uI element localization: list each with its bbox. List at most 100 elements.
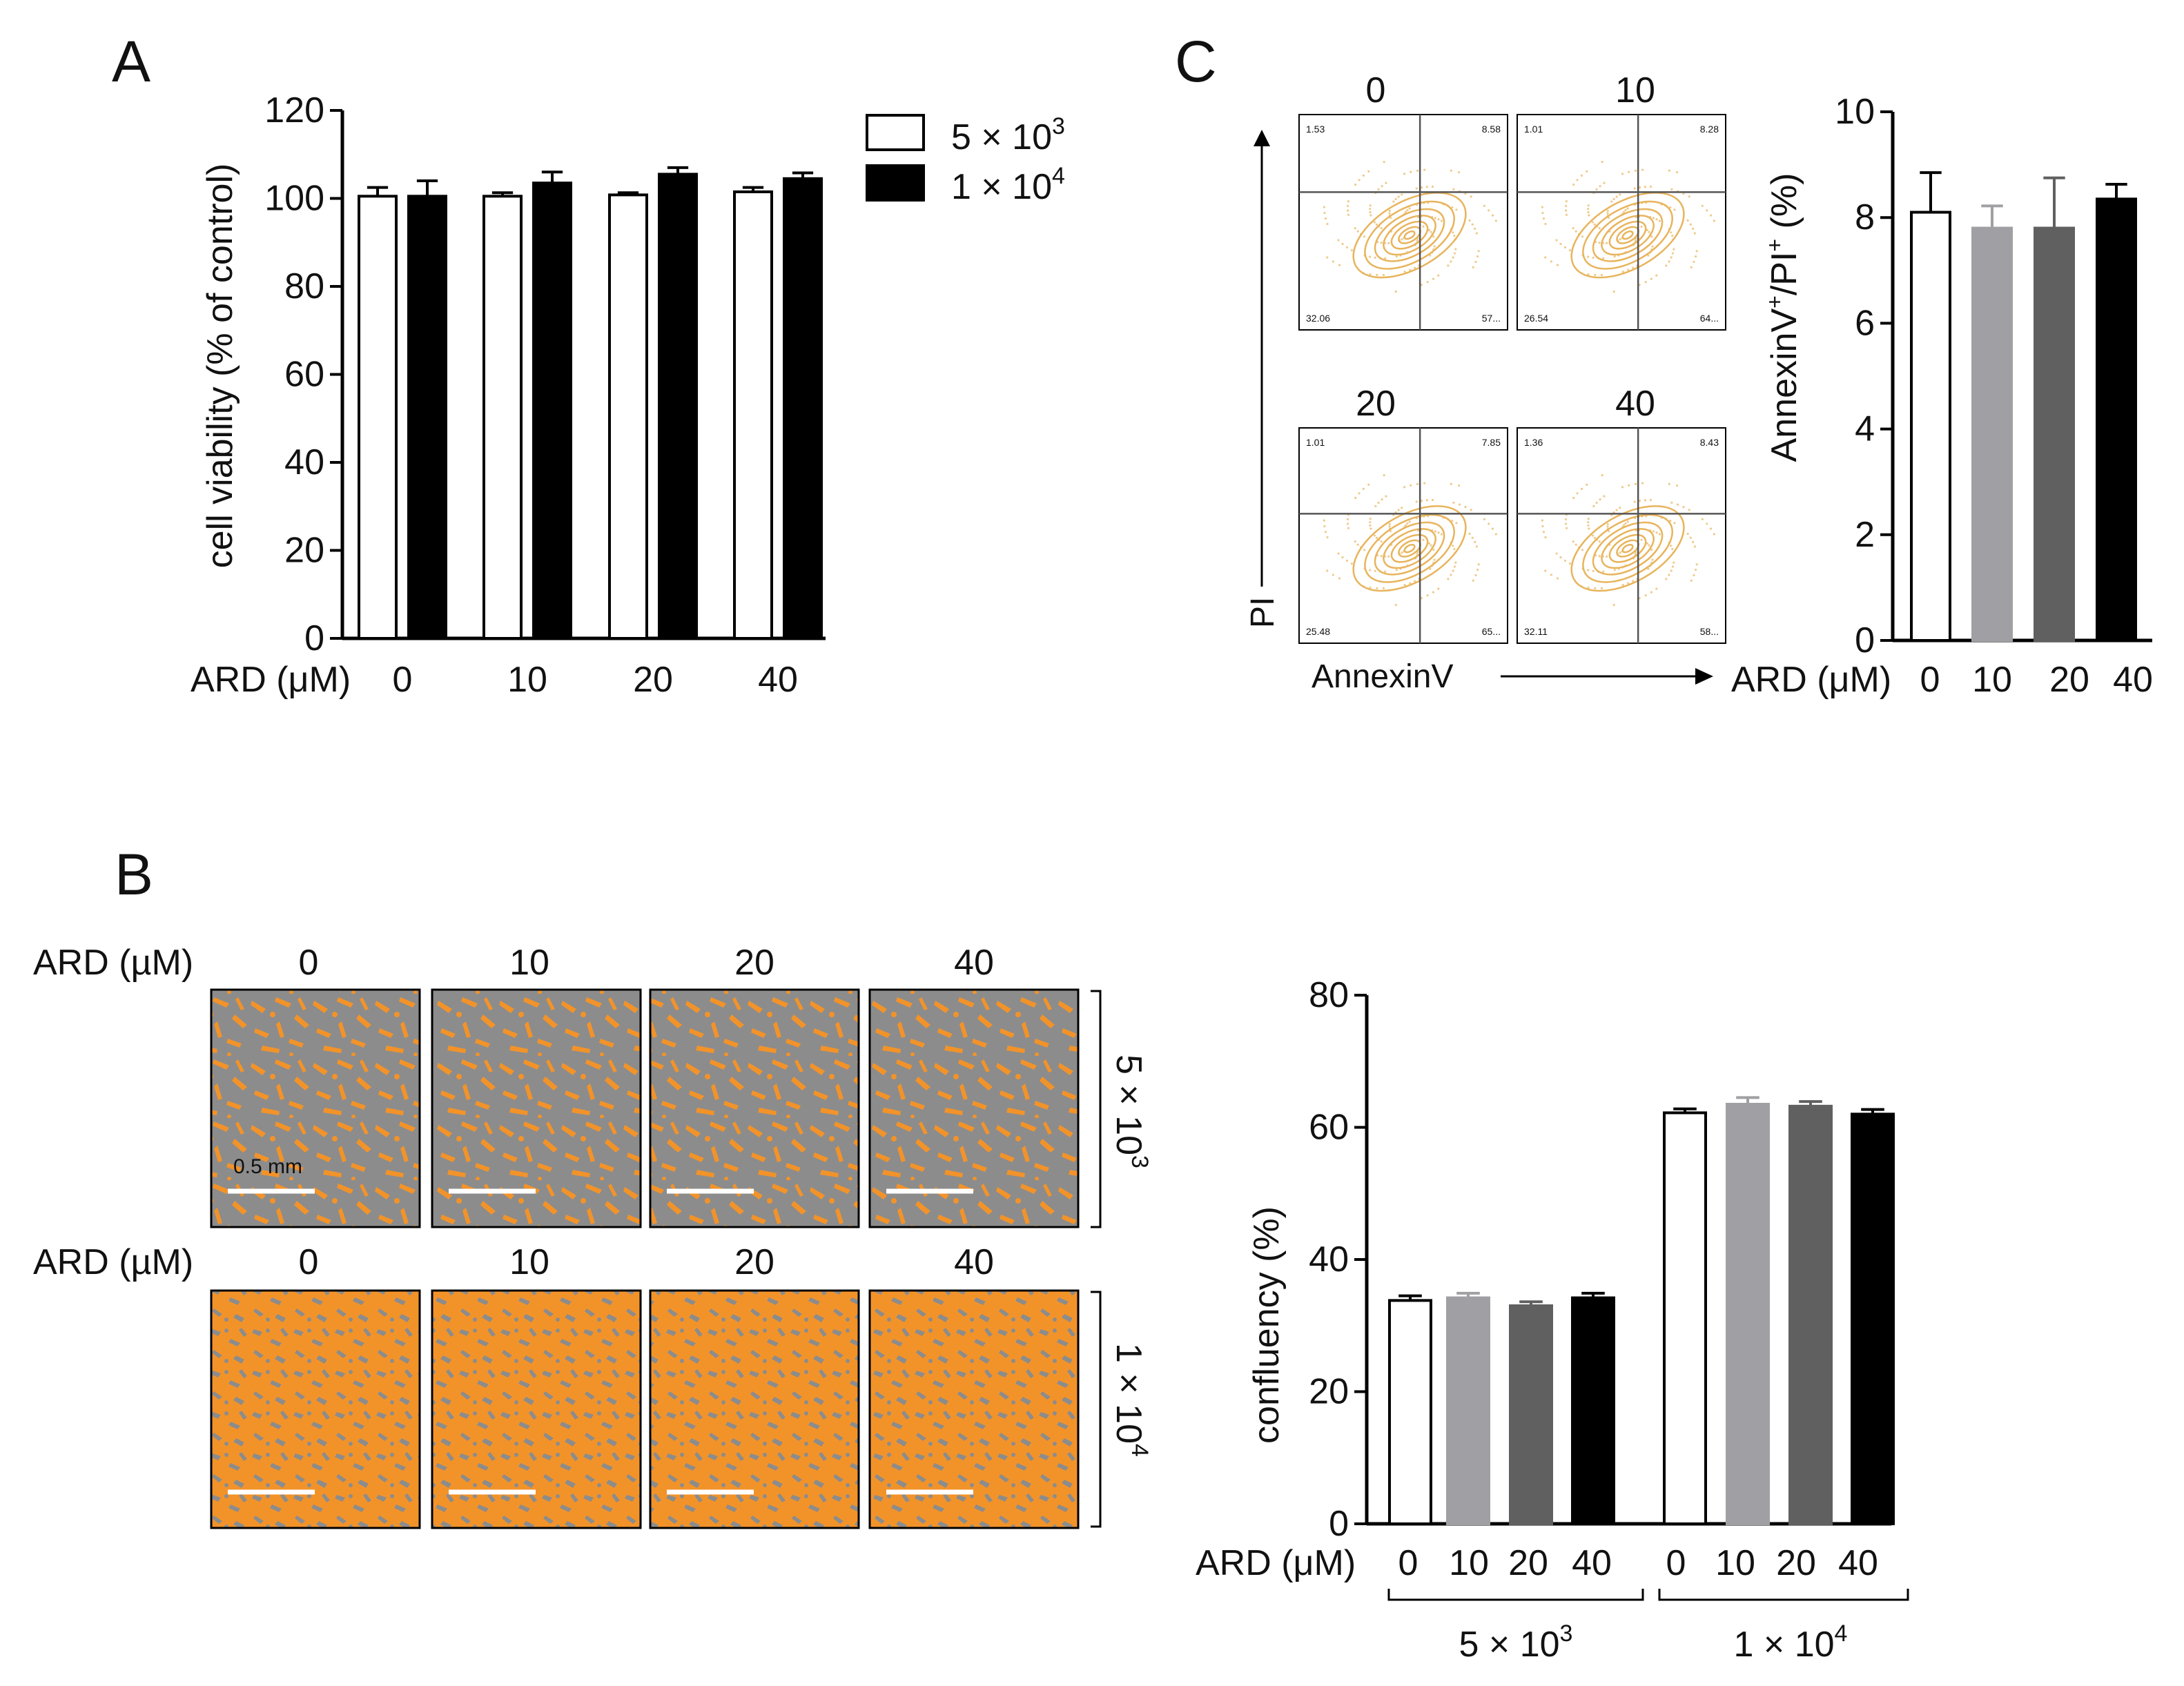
flow-event-dot <box>1634 482 1637 485</box>
flow-event-dot <box>1401 507 1403 509</box>
chart-b-group-label-1e4: 1 × 104 <box>1734 1620 1848 1665</box>
flow-event-dot <box>1468 532 1471 536</box>
chart-b-group-label-5e3: 5 × 103 <box>1459 1620 1573 1665</box>
flow-event-dot <box>1686 532 1689 536</box>
flow-event-dot <box>1488 522 1490 525</box>
flow-event-dot <box>1337 239 1340 242</box>
chart-a-y-tick-label: 0 <box>304 618 324 658</box>
flow-event-dot <box>1376 587 1378 589</box>
flow-event-dot <box>1464 193 1467 195</box>
flow-event-dot <box>1598 540 1601 543</box>
flow-plot-frame <box>1298 427 1508 644</box>
chart-a-bar-1e4-0 <box>407 195 447 640</box>
images-row2-column-label: 20 <box>734 1242 774 1282</box>
flow-event-dot <box>1598 555 1601 558</box>
flow-event-dot <box>1550 260 1552 263</box>
images-row1-density-label: 5 × 103 <box>1109 1055 1153 1168</box>
chart-a-y-tick-label: 40 <box>284 442 324 482</box>
flow-event-dot <box>1429 567 1432 570</box>
flow-event-dot <box>1385 495 1387 498</box>
flow-event-dot <box>1397 195 1400 198</box>
images-row2-column-label: 10 <box>509 1242 549 1282</box>
flow-event-dot <box>1701 204 1704 207</box>
flow-event-dot <box>1592 569 1595 573</box>
flow-event-dot <box>1651 245 1654 248</box>
flow-event-dot <box>1387 242 1390 244</box>
flow-event-dot <box>1644 499 1646 502</box>
flow-event-dot <box>1673 561 1675 564</box>
flow-event-dot <box>1555 239 1558 242</box>
chart-b-bar-5e3-0 <box>1388 1299 1432 1525</box>
flow-event-dot <box>1652 530 1655 533</box>
flow-event-dot <box>1477 250 1480 253</box>
flow-event-dot <box>1559 242 1562 246</box>
cell-image <box>431 1289 642 1529</box>
flow-event-dot <box>1615 509 1618 511</box>
flow-contour <box>1582 513 1673 583</box>
flow-event-dot <box>1587 273 1590 276</box>
flow-event-dot <box>1345 246 1349 249</box>
flow-event-dot <box>1693 232 1696 235</box>
flow-event-dot <box>1607 529 1610 533</box>
flow-contour <box>1364 200 1455 270</box>
flow-contour <box>1383 528 1436 569</box>
flow-event-dot <box>1406 208 1409 212</box>
flow-event-dot <box>1576 179 1579 182</box>
flow-event-dot <box>1356 230 1359 233</box>
flow-event-dot <box>1324 217 1327 220</box>
flow-event-dot <box>1332 260 1334 263</box>
flow-event-dot <box>1425 186 1428 188</box>
flow-event-dot <box>1594 587 1597 589</box>
flow-event-dot <box>1646 542 1649 545</box>
flow-event-dot <box>1701 518 1704 520</box>
flow-event-dot <box>1598 242 1601 244</box>
flow-event-dot <box>1338 264 1341 266</box>
flow-event-dot <box>1383 161 1385 164</box>
chart-b-x-tick-label: 40 <box>1572 1543 1612 1583</box>
flow-event-dot <box>1563 559 1567 562</box>
chart-b-y-label: confluency (%) <box>1247 1206 1287 1444</box>
flow-event-dot <box>1346 518 1349 521</box>
flow-event-dot <box>1426 594 1429 597</box>
flow-event-dot <box>1453 252 1456 255</box>
flow-event-dot <box>1586 483 1588 486</box>
flow-event-dot <box>1403 173 1406 175</box>
flow-event-dot <box>1452 501 1455 504</box>
images-row1-bracket <box>1091 990 1102 1228</box>
flow-event-dot <box>1362 487 1365 491</box>
flow-event-dot <box>1426 281 1429 284</box>
flow-event-dot <box>1587 521 1590 524</box>
flow-event-dot <box>1693 574 1695 577</box>
panel-label-c: C <box>1175 29 1217 94</box>
flow-event-dot <box>1358 492 1361 495</box>
flow-event-dot <box>1382 587 1385 590</box>
chart-b-bar-5e3-40 <box>1571 1296 1615 1526</box>
images-row2-bracket <box>1091 1291 1102 1528</box>
flow-contour <box>1621 230 1634 240</box>
flow-event-dot <box>1671 235 1674 237</box>
flow-event-dot <box>1404 210 1407 213</box>
flow-event-dot <box>1600 273 1603 277</box>
flow-event-dot <box>1455 208 1458 211</box>
flow-event-dot <box>1401 193 1403 196</box>
chart-c-x-tick-label: 0 <box>1920 660 1940 700</box>
flow-event-dot <box>1689 223 1692 226</box>
flow-event-dot <box>1369 518 1372 520</box>
flow-event-dot <box>1474 540 1476 543</box>
flow-contour <box>1570 505 1685 592</box>
chart-b-x-tick-label: 0 <box>1398 1543 1418 1583</box>
flow-event-dot <box>1395 569 1398 571</box>
flow-event-dot <box>1433 245 1436 248</box>
flow-event-dot <box>1453 565 1456 568</box>
flow-event-dot <box>1384 257 1387 259</box>
chart-b-x-tick-label: 20 <box>1508 1543 1548 1583</box>
flow-event-dot <box>1387 555 1390 558</box>
images-row1-column-label: 10 <box>509 943 549 983</box>
cell-image <box>868 1289 1080 1529</box>
flow-event-dot <box>1388 525 1391 528</box>
flow-event-dot <box>1574 230 1577 233</box>
flow-event-dot <box>1385 182 1387 184</box>
flow-event-dot <box>1369 527 1372 530</box>
flow-event-dot <box>1401 238 1403 241</box>
flow-event-dot <box>1564 522 1568 525</box>
